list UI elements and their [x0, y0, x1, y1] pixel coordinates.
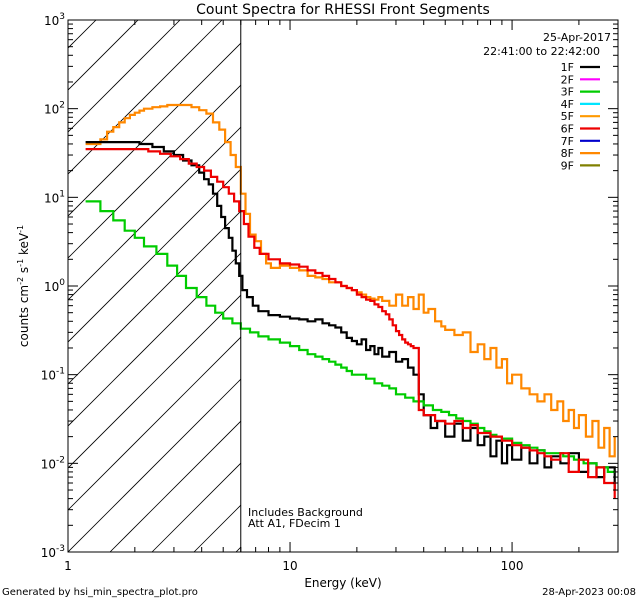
- x-tick-label: 10: [282, 559, 297, 573]
- series-8F: [85, 103, 616, 458]
- footer-timestamp: 28-Apr-2023 00:08: [542, 587, 636, 598]
- annotation-attenuator: Att A1, FDecim 1: [248, 517, 341, 530]
- footer-generated-by: Generated by hsi_min_spectra_plot.pro: [2, 587, 198, 598]
- y-tick-label: 100: [44, 278, 65, 294]
- legend-label-2F: 2F: [561, 73, 574, 86]
- hatch-line: [68, 20, 223, 175]
- y-tick-label: 101: [44, 189, 65, 205]
- annotation-background: Includes Background: [248, 506, 363, 519]
- x-axis-label: Energy (keV): [304, 576, 381, 590]
- chart-title: Count Spectra for RHESSI Front Segments: [196, 2, 490, 18]
- y-tick-label: 102: [44, 101, 65, 117]
- hatch-line: [68, 168, 241, 343]
- legend-label-6F: 6F: [561, 123, 574, 136]
- y-axis-label: counts cm-2 s-1 keV-1: [16, 225, 31, 347]
- y-tick-label: 10-3: [41, 544, 65, 560]
- time-range-text: 22:41:00 to 22:42:00: [483, 45, 600, 58]
- hatch-line: [109, 420, 241, 552]
- y-tick-label: 103: [44, 12, 65, 28]
- series-3F: [85, 200, 615, 473]
- x-tick-label: 1: [64, 559, 72, 573]
- legend-label-8F: 8F: [561, 147, 574, 160]
- legend-label-9F: 9F: [561, 159, 574, 172]
- hatch-line: [68, 42, 241, 217]
- legend-label-1F: 1F: [561, 61, 574, 74]
- hatch-line: [362, 12, 640, 552]
- hatch-line: [320, 12, 640, 552]
- hatch-line: [68, 210, 241, 385]
- hatch-line: [68, 294, 241, 469]
- y-tick-label: 10-1: [41, 367, 65, 383]
- date-text: 25-Apr-2017: [543, 31, 611, 44]
- legend-label-3F: 3F: [561, 86, 574, 99]
- hatch-line: [68, 378, 241, 552]
- hatch-line: [68, 126, 241, 301]
- legend-label-4F: 4F: [561, 98, 574, 111]
- series-1F: [85, 141, 616, 490]
- hatch-line: [68, 84, 241, 259]
- hatch-line: [68, 252, 241, 427]
- series-6F: [85, 148, 616, 499]
- y-tick-label: 10-2: [41, 455, 65, 471]
- hatched-region: [68, 12, 640, 552]
- hatch-line: [68, 336, 241, 511]
- x-tick-label: 100: [501, 559, 524, 573]
- legend-label-7F: 7F: [561, 135, 574, 148]
- hatch-line: [68, 20, 181, 133]
- series-group: [85, 103, 616, 499]
- legend-label-5F: 5F: [561, 110, 574, 123]
- axes-group: 1 10 100 10-3 10-2 10-1 100 101 102 103: [41, 12, 619, 573]
